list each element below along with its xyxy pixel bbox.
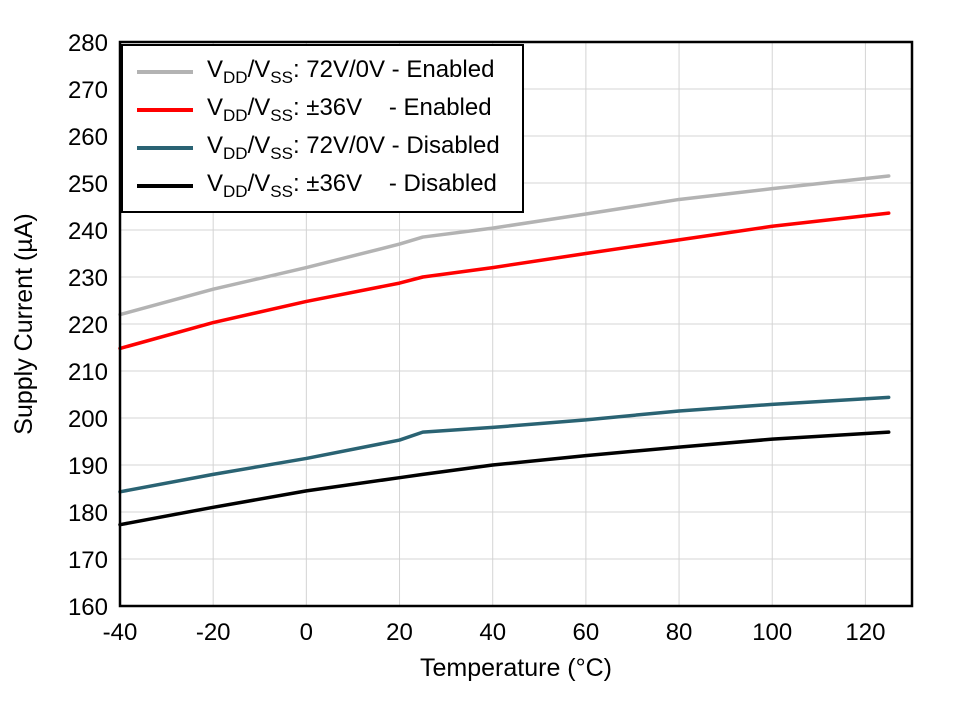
- y-tick-label: 180: [68, 500, 108, 527]
- legend-line-swatch: [137, 107, 193, 112]
- x-tick-label: 40: [479, 619, 506, 646]
- legend-label: VDD/VSS: 72V/0V - Enabled: [207, 55, 495, 87]
- legend-line-swatch: [137, 69, 193, 74]
- legend: VDD/VSS: 72V/0V - Enabled VDD/VSS: ±36V -…: [121, 44, 524, 213]
- series-line: [118, 174, 891, 317]
- y-tick-label: 270: [68, 77, 108, 104]
- plot-border: [118, 40, 914, 608]
- y-tick-label: 230: [68, 265, 108, 292]
- y-tick-label: 170: [68, 547, 108, 574]
- y-tick-label: 190: [68, 453, 108, 480]
- x-tick-label: 120: [845, 619, 885, 646]
- legend-item: VDD/VSS: ±36V - Enabled: [137, 94, 500, 125]
- y-tick-label: 210: [68, 359, 108, 386]
- y-tick-label: 260: [68, 124, 108, 151]
- y-tick-label: 200: [68, 406, 108, 433]
- series-line: [118, 430, 891, 527]
- series-line: [118, 395, 891, 494]
- x-axis-label: Temperature (°C): [420, 654, 612, 682]
- tick-labels: -40 -20 0 20 40 60 80 100 120 160 170 180 190 200 210 2…: [68, 30, 885, 646]
- legend-line-swatch: [137, 145, 193, 150]
- legend-item: VDD/VSS: 72V/0V - Enabled: [137, 56, 500, 87]
- y-tick-label: 250: [68, 171, 108, 198]
- y-tick-label: 220: [68, 312, 108, 339]
- y-axis-label: Supply Current (µA): [10, 213, 38, 434]
- y-tick-label: 240: [68, 218, 108, 245]
- x-tick-label: 20: [386, 619, 413, 646]
- y-tick-label: 280: [68, 30, 108, 57]
- legend-label: VDD/VSS: ±36V - Enabled: [207, 93, 492, 125]
- x-tick-label: -40: [103, 619, 138, 646]
- x-tick-label: 100: [752, 619, 792, 646]
- series-line: [118, 211, 891, 351]
- legend-label: VDD/VSS: 72V/0V - Disabled: [207, 131, 500, 163]
- legend-item: VDD/VSS: ±36V - Disabled: [137, 170, 500, 201]
- legend-label: VDD/VSS: ±36V - Disabled: [207, 169, 497, 201]
- legend-item: VDD/VSS: 72V/0V - Disabled: [137, 132, 500, 163]
- x-tick-label: -20: [196, 619, 231, 646]
- legend-line-swatch: [137, 183, 193, 188]
- x-tick-label: 60: [573, 619, 600, 646]
- data-series: [118, 174, 891, 527]
- y-tick-label: 160: [68, 594, 108, 621]
- x-tick-label: 80: [666, 619, 693, 646]
- x-tick-label: 0: [300, 619, 313, 646]
